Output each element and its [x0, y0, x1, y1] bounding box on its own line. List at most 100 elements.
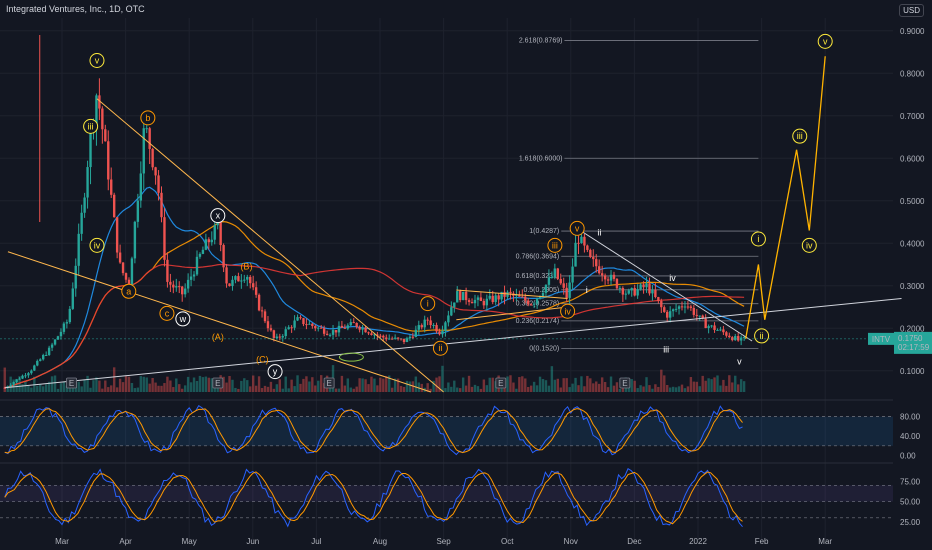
volume-bar — [379, 377, 382, 392]
volume-bar — [615, 382, 619, 392]
candle — [651, 289, 654, 294]
earnings-marker-label: E — [498, 379, 503, 388]
volume-bar — [408, 381, 412, 392]
candle — [181, 286, 184, 295]
volume-bar — [260, 388, 264, 392]
volume-bar — [92, 380, 95, 392]
volume-bar — [432, 380, 435, 392]
candle — [257, 294, 261, 311]
candle — [42, 355, 45, 360]
candle — [172, 284, 175, 288]
volume-bar — [349, 387, 352, 392]
oscillator-fast-line — [4, 405, 743, 456]
candle — [396, 337, 400, 339]
volume-bar — [340, 375, 344, 392]
fib-level-label: 1(0.4287) — [529, 228, 559, 235]
candle — [263, 311, 267, 322]
volume-bar — [3, 367, 6, 392]
candle — [65, 322, 69, 324]
price-tick-label: 0.6000 — [900, 154, 925, 163]
volume-bar — [577, 385, 580, 392]
volume-bar — [275, 384, 279, 392]
volume-bar — [642, 386, 645, 392]
candle — [15, 379, 18, 383]
volume-bar — [121, 382, 125, 392]
volume-bar — [181, 388, 184, 392]
candle — [438, 331, 441, 335]
oscillator-fast-line — [4, 468, 743, 528]
volume-bar — [447, 382, 450, 392]
candle — [565, 287, 568, 298]
candle — [237, 276, 240, 282]
candle — [154, 167, 157, 176]
earnings-marker-label: E — [326, 379, 331, 388]
candle — [559, 278, 562, 284]
candle — [595, 259, 598, 267]
volume-bar — [648, 385, 651, 392]
candle — [243, 279, 246, 281]
wave-label-circle — [792, 128, 808, 144]
time-tick-label: Dec — [627, 537, 641, 546]
volume-bar — [618, 388, 622, 392]
candle — [692, 307, 696, 315]
volume-bar — [692, 381, 696, 392]
volume-bar — [154, 382, 157, 392]
volume-bar — [470, 386, 474, 392]
candle — [645, 283, 648, 288]
candle — [325, 333, 329, 335]
volume-bar — [402, 386, 406, 392]
candle — [302, 318, 305, 325]
candle — [183, 288, 187, 295]
wave-label: iv — [669, 273, 676, 283]
candle — [222, 245, 225, 268]
candle — [213, 225, 216, 240]
volume-bar — [355, 386, 358, 392]
volume-bar — [139, 376, 143, 392]
candle — [494, 295, 497, 303]
price-tick-label: 0.7000 — [900, 112, 925, 121]
volume-bar — [287, 388, 290, 392]
candle — [470, 302, 474, 304]
currency-badge[interactable]: USD — [899, 4, 924, 17]
wave-label: iv — [806, 240, 813, 250]
volume-bar — [320, 375, 323, 392]
candle — [704, 318, 707, 329]
volume-bar — [210, 378, 213, 392]
volume-bar — [127, 376, 131, 392]
volume-bar — [269, 381, 273, 392]
volume-bar — [198, 375, 202, 392]
wave-label-circle — [210, 208, 226, 224]
candle — [198, 253, 202, 257]
oscillator-1-pane: 80.00 40.00 0.00 — [0, 399, 921, 461]
volume-bar — [553, 379, 557, 392]
candle — [385, 337, 388, 340]
volume-bar — [157, 385, 160, 392]
volume-bar — [713, 377, 716, 392]
candle — [240, 280, 243, 282]
volume-bar — [42, 386, 45, 392]
volume-bar — [83, 379, 86, 392]
wave-label: i — [427, 299, 429, 309]
volume-bar — [731, 382, 734, 392]
price-tick-label: 0.3000 — [900, 282, 925, 291]
volume-bar — [314, 385, 317, 392]
candle — [742, 336, 746, 338]
candle — [444, 322, 447, 332]
price-axis: 0.9000 0.8000 0.7000 0.6000 0.5000 0.4000 0.30… — [0, 27, 932, 376]
wave-label-circle — [420, 296, 436, 312]
candle — [583, 236, 586, 246]
candle — [597, 266, 601, 274]
candle — [402, 338, 406, 343]
time-tick-label: Aug — [373, 537, 387, 546]
volume-bar — [160, 385, 163, 392]
wave-label-circle — [175, 311, 191, 327]
symbol-tag — [868, 332, 894, 345]
candle — [695, 314, 698, 316]
volume-bar — [388, 375, 391, 392]
volume-bar — [535, 385, 539, 392]
volume-bar — [426, 383, 429, 392]
volume-bar — [263, 385, 267, 392]
volume-bar — [722, 379, 725, 392]
candle — [56, 336, 60, 340]
